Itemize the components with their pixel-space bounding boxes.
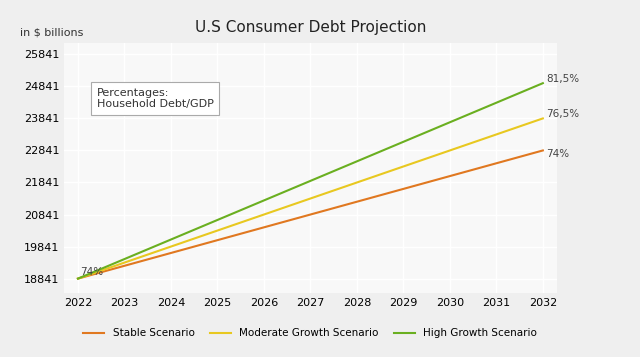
Stable Scenario — [120, 264, 128, 268]
Title: U.S Consumer Debt Projection: U.S Consumer Debt Projection — [195, 20, 426, 35]
Moderate Growth Scenario — [74, 276, 82, 281]
Line: Moderate Growth Scenario: Moderate Growth Scenario — [78, 119, 543, 278]
High Growth Scenario — [399, 140, 407, 144]
Stable Scenario — [260, 225, 268, 230]
Moderate Growth Scenario — [214, 228, 221, 233]
Stable Scenario — [353, 200, 361, 204]
Line: High Growth Scenario: High Growth Scenario — [78, 83, 543, 278]
High Growth Scenario — [493, 101, 500, 105]
Stable Scenario — [167, 251, 175, 255]
Moderate Growth Scenario — [120, 261, 128, 265]
Text: 76,5%: 76,5% — [547, 110, 580, 120]
High Growth Scenario — [214, 218, 221, 222]
Text: 74%: 74% — [80, 267, 104, 277]
Stable Scenario — [399, 187, 407, 191]
Stable Scenario — [307, 212, 314, 217]
Moderate Growth Scenario — [399, 164, 407, 169]
Moderate Growth Scenario — [539, 116, 547, 121]
Stable Scenario — [74, 276, 82, 281]
High Growth Scenario — [446, 120, 454, 124]
Moderate Growth Scenario — [353, 180, 361, 185]
High Growth Scenario — [353, 159, 361, 164]
Stable Scenario — [446, 174, 454, 178]
Moderate Growth Scenario — [260, 212, 268, 217]
Line: Stable Scenario: Stable Scenario — [78, 150, 543, 278]
Moderate Growth Scenario — [167, 245, 175, 249]
High Growth Scenario — [260, 198, 268, 202]
Stable Scenario — [539, 148, 547, 152]
Text: in $ billions: in $ billions — [20, 28, 83, 38]
Moderate Growth Scenario — [493, 132, 500, 137]
Moderate Growth Scenario — [446, 148, 454, 152]
High Growth Scenario — [307, 179, 314, 183]
High Growth Scenario — [539, 81, 547, 85]
Moderate Growth Scenario — [307, 196, 314, 201]
High Growth Scenario — [167, 237, 175, 242]
Text: 74%: 74% — [547, 149, 570, 159]
Text: Percentages:
Household Debt/GDP: Percentages: Household Debt/GDP — [97, 88, 213, 109]
Stable Scenario — [214, 238, 221, 242]
Legend: Stable Scenario, Moderate Growth Scenario, High Growth Scenario: Stable Scenario, Moderate Growth Scenari… — [79, 324, 541, 342]
Stable Scenario — [493, 161, 500, 165]
High Growth Scenario — [120, 257, 128, 261]
High Growth Scenario — [74, 276, 82, 281]
Text: 81,5%: 81,5% — [547, 74, 580, 84]
